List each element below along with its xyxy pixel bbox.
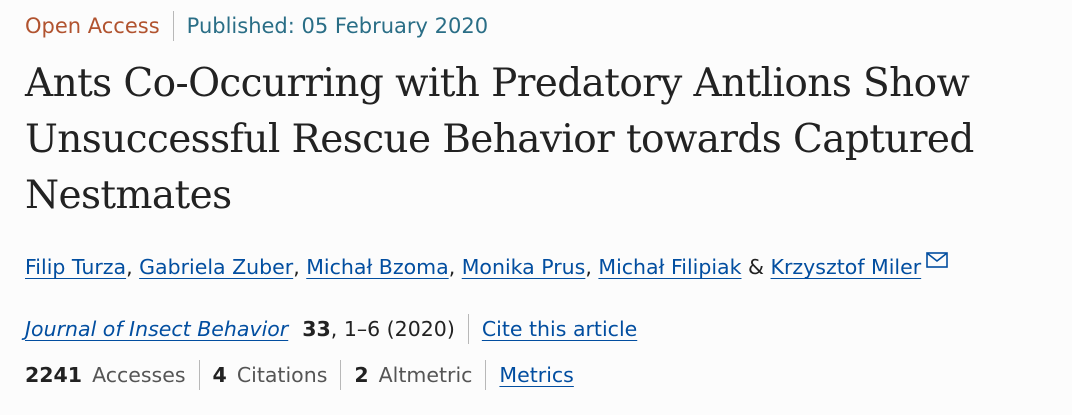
published-date: Published: 05 February 2020: [186, 14, 489, 38]
author-separator: ,: [448, 255, 462, 279]
author-separator: ,: [585, 255, 599, 279]
journal-info-row: Journal of Insect Behavior 33, 1–6 (2020…: [25, 314, 637, 344]
envelope-icon[interactable]: [926, 252, 948, 268]
journal-divider: [467, 314, 469, 344]
metrics-divider: [340, 360, 342, 390]
author-link-michal-bzoma[interactable]: Michał Bzoma: [306, 255, 449, 279]
author-link-michal-filipiak[interactable]: Michał Filipiak: [598, 255, 742, 279]
citations-count: 4: [212, 363, 227, 387]
altmetric-score: 2: [354, 363, 369, 387]
open-access-label: Open Access: [25, 14, 160, 38]
accesses-count: 2241: [25, 363, 83, 387]
metrics-link[interactable]: Metrics: [499, 363, 574, 387]
citations-label: Citations: [236, 363, 328, 387]
author-link-gabriela-zuber[interactable]: Gabriela Zuber: [139, 255, 294, 279]
metrics-divider: [198, 360, 200, 390]
author-conjunction: &: [741, 255, 771, 279]
author-link-monika-prus[interactable]: Monika Prus: [461, 255, 586, 279]
journal-volume: 33: [302, 317, 331, 341]
cite-article-link[interactable]: Cite this article: [481, 317, 638, 341]
author-separator: ,: [126, 255, 140, 279]
author-separator: ,: [293, 255, 307, 279]
meta-divider: [172, 11, 174, 41]
altmetric-label: Altmetric: [378, 363, 473, 387]
metrics-divider: [485, 360, 487, 390]
accesses-label: Accesses: [92, 363, 186, 387]
article-metrics-row: 2241 Accesses 4 Citations 2 Altmetric Me…: [25, 360, 574, 390]
author-link-krzysztof-miler[interactable]: Krzysztof Miler: [770, 255, 922, 279]
author-list: Filip Turza, Gabriela Zuber, Michał Bzom…: [25, 252, 948, 282]
journal-pages-year: , 1–6 (2020): [330, 317, 455, 341]
author-link-filip-turza[interactable]: Filip Turza: [25, 255, 127, 279]
article-meta-row: Open Access Published: 05 February 2020: [25, 11, 488, 41]
journal-link[interactable]: Journal of Insect Behavior: [25, 317, 289, 341]
article-title: Ants Co-Occurring with Predatory Antlion…: [25, 61, 974, 218]
